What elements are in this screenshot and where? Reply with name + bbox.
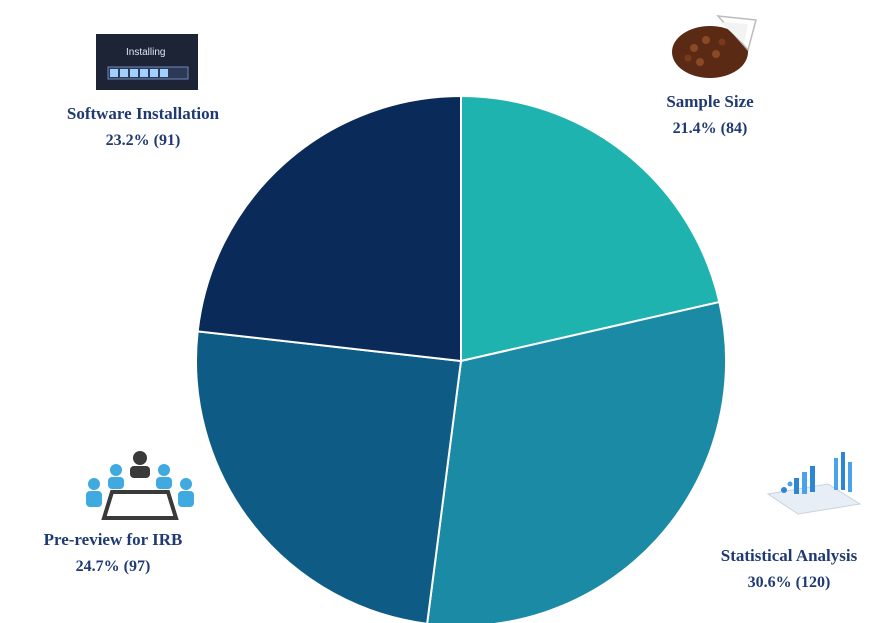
installing-text: Installing (126, 47, 165, 58)
analytics-graph-icon (766, 452, 862, 515)
slice-label-value: 21.4% (84) (672, 120, 748, 137)
pie-slice-pre-review-for-irb (195, 330, 463, 623)
label-software-installation: Software Installation 23.2% (91) (28, 104, 258, 150)
slice-label-name: Statistical Analysis (720, 546, 858, 565)
slice-label-name: Sample Size (666, 92, 754, 111)
installing-progress-icon: Installing (96, 34, 198, 90)
label-pre-review-irb: Pre-review for IRB 24.7% (97) (8, 530, 218, 576)
slice-label-value: 23.2% (91) (105, 132, 181, 149)
slice-label-value: 30.6% (120) (747, 574, 831, 591)
pie-slice-software-installation (196, 94, 462, 363)
pie-slice-statistical-analysis (426, 300, 727, 623)
pie-slice-sample-size (460, 94, 721, 363)
slice-label-name: Pre-review for IRB (43, 530, 183, 549)
meeting-table-icon (86, 451, 194, 520)
pie-chart-icon (672, 15, 757, 78)
label-statistical-analysis: Statistical Analysis 30.6% (120) (686, 546, 892, 592)
slice-label-name: Software Installation (66, 104, 220, 123)
slice-label-value: 24.7% (97) (75, 558, 151, 575)
label-sample-size: Sample Size 21.4% (84) (620, 92, 800, 138)
